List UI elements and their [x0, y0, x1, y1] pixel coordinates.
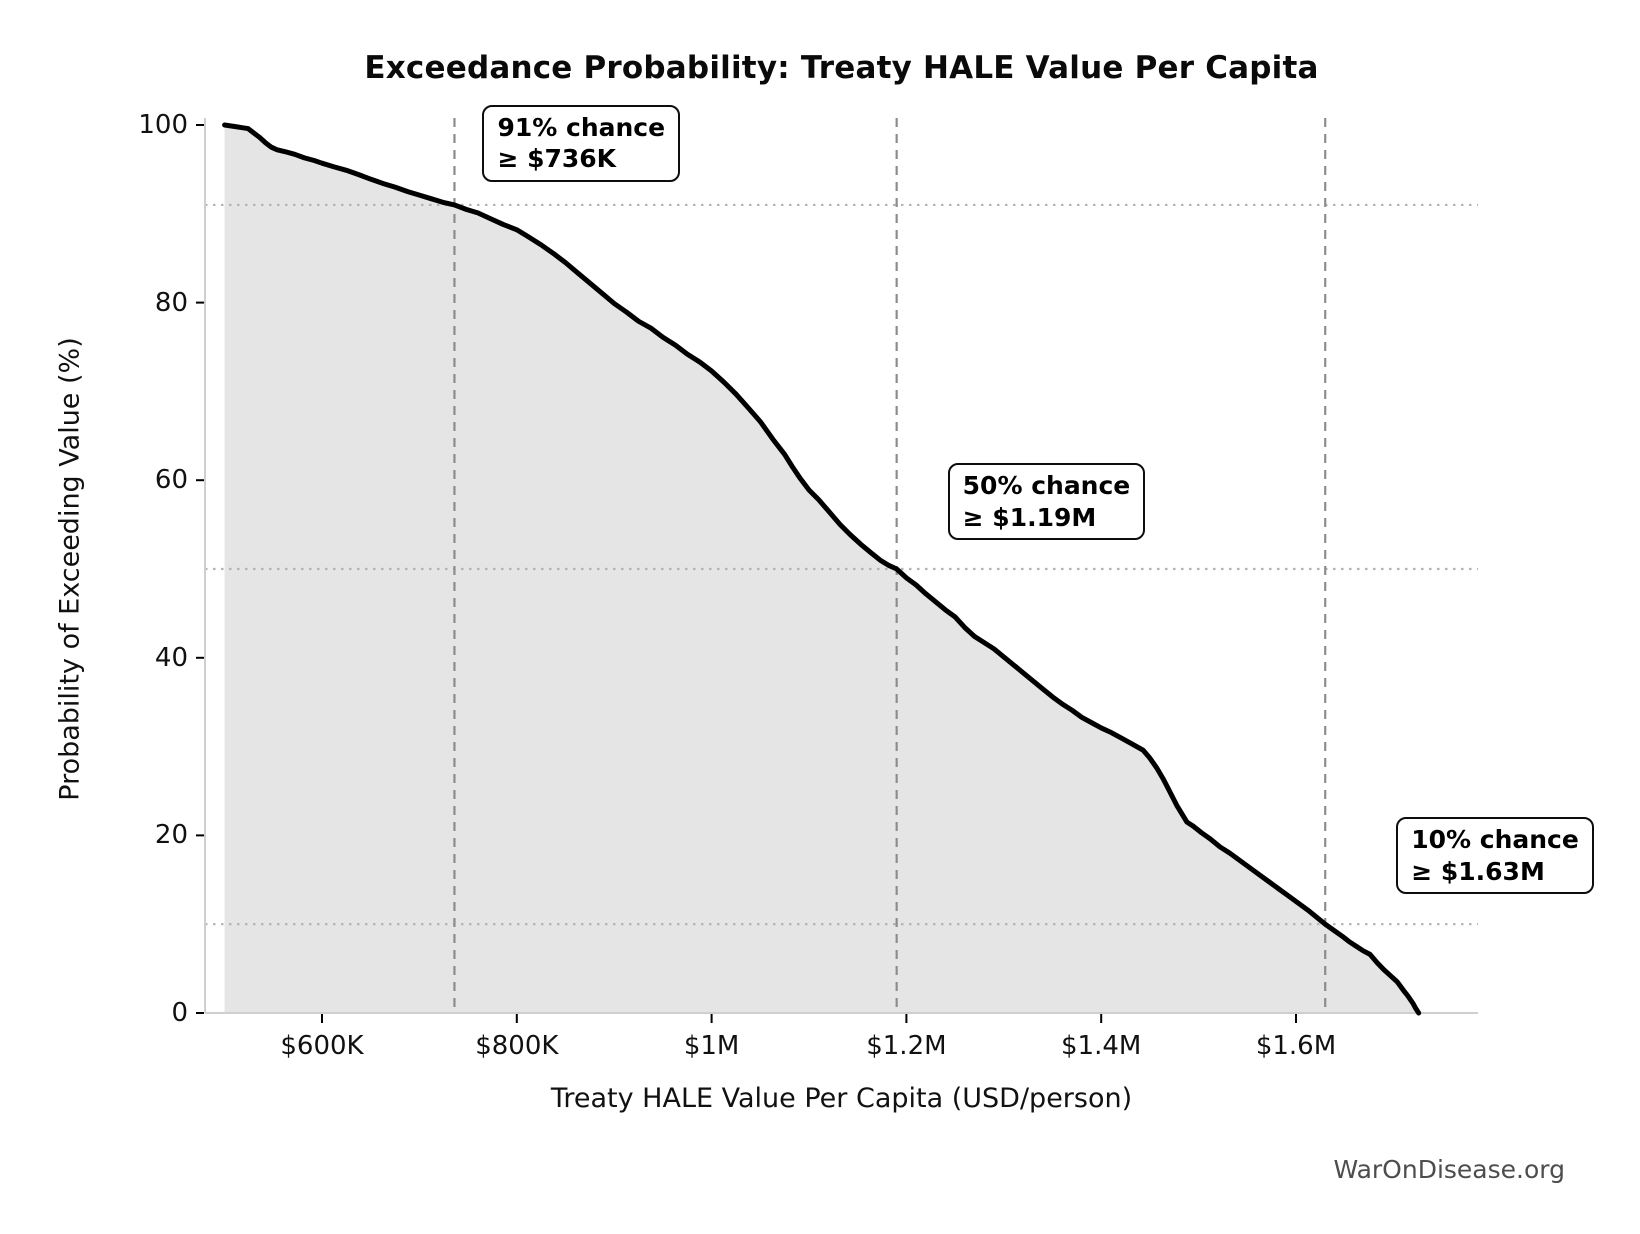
x-tick-label: $800K — [475, 1031, 559, 1061]
y-tick-label: 20 — [154, 820, 188, 851]
y-tick-label: 60 — [154, 465, 188, 496]
annotation-50-percent: 50% chance ≥ $1.19M — [947, 463, 1146, 540]
y-tick-label: 0 — [171, 998, 188, 1028]
annotation-line2: ≥ $1.63M — [1411, 856, 1545, 886]
chart-title: Exceedance Probability: Treaty HALE Valu… — [364, 50, 1319, 86]
y-axis-label: Probability of Exceeding Value (%) — [54, 337, 86, 801]
annotation-line2: ≥ $736K — [497, 144, 617, 174]
annotation-line1: 50% chance — [962, 471, 1131, 500]
exceedance-curve — [222, 122, 1422, 1016]
x-axis-label: Treaty HALE Value Per Capita (USD/person… — [550, 1083, 1133, 1114]
annotation-line1: 91% chance — [497, 112, 666, 142]
annotation-91-percent: 91% chance ≥ $736K — [482, 104, 681, 182]
x-tick-label: $600K — [280, 1031, 364, 1061]
y-tick-label: 100 — [138, 110, 188, 140]
x-tick-label: $1.4M — [1061, 1031, 1142, 1061]
x-tick-label: $1M — [683, 1031, 740, 1061]
y-tick-label: 80 — [154, 287, 188, 318]
x-tick-label: $1.2M — [866, 1031, 947, 1061]
y-tick-label: 40 — [154, 642, 188, 673]
annotation-10-percent: 10% chance ≥ $1.63M — [1396, 817, 1594, 895]
annotation-line1: 10% chance — [1411, 825, 1579, 855]
x-tick-label: $1.6M — [1255, 1031, 1337, 1061]
watermark: WarOnDisease.org — [1333, 1155, 1565, 1184]
annotation-line2: ≥ $1.19M — [962, 502, 1097, 532]
